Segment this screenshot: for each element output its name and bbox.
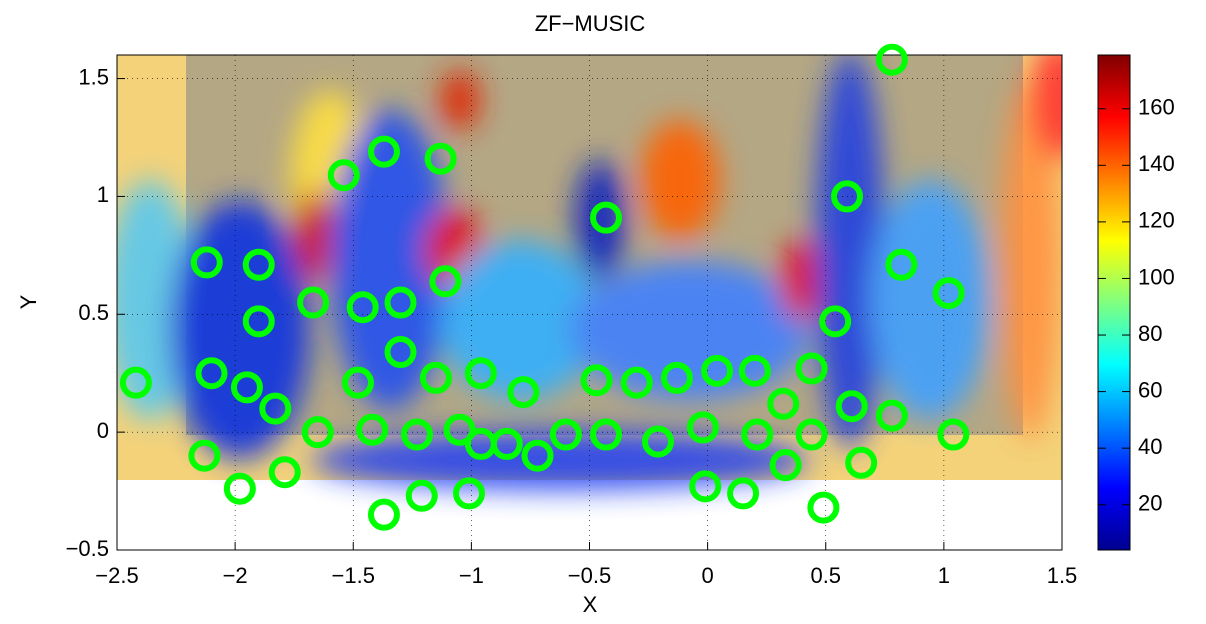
marker	[453, 477, 486, 510]
marker	[223, 472, 256, 505]
marker	[429, 265, 462, 298]
marker	[401, 418, 434, 451]
marker	[242, 248, 275, 281]
marker	[701, 354, 734, 387]
x-tick-label: −2	[223, 563, 248, 588]
marker	[549, 418, 582, 451]
marker	[932, 277, 965, 310]
marker	[819, 305, 852, 338]
marker	[297, 286, 330, 319]
x-tick-label: 0	[702, 563, 714, 588]
marker	[642, 425, 675, 458]
x-tick-label: 1.5	[1047, 563, 1078, 588]
y-tick-label: 1.5	[78, 64, 109, 89]
x-tick-label: −1	[459, 563, 484, 588]
y-axis-label: Y	[16, 294, 41, 309]
marker	[590, 418, 623, 451]
marker	[419, 361, 452, 394]
marker	[367, 135, 400, 168]
colorbar-tick-label: 80	[1138, 321, 1162, 346]
colorbar	[1097, 54, 1131, 551]
y-tick-label: 0.5	[78, 300, 109, 325]
marker	[689, 470, 722, 503]
colorbar-tick-label: 120	[1138, 208, 1175, 233]
marker	[327, 159, 360, 192]
marker	[464, 357, 497, 390]
marker	[188, 439, 221, 472]
marker	[845, 446, 878, 479]
marker	[620, 366, 653, 399]
marker	[580, 364, 613, 397]
marker	[795, 418, 828, 451]
marker	[268, 456, 301, 489]
marker	[259, 392, 292, 425]
colorbar-tick-label: 60	[1138, 377, 1162, 402]
x-tick-label: 0.5	[810, 563, 841, 588]
y-tick-label: 1	[97, 182, 109, 207]
marker	[875, 399, 908, 432]
marker	[795, 352, 828, 385]
marker	[835, 390, 868, 423]
y-tick-label: −0.5	[66, 536, 109, 561]
marker	[590, 201, 623, 234]
marker	[367, 498, 400, 531]
marker	[727, 477, 760, 510]
marker	[384, 286, 417, 319]
marker	[230, 371, 263, 404]
colorbar-tick-label: 160	[1138, 95, 1175, 120]
marker	[521, 439, 554, 472]
marker	[356, 413, 389, 446]
marker	[738, 354, 771, 387]
x-tick-label: −0.5	[568, 563, 611, 588]
marker	[875, 43, 908, 76]
marker	[384, 336, 417, 368]
marker	[507, 376, 540, 409]
marker	[119, 366, 152, 399]
marker	[346, 291, 379, 324]
colorbar-tick-label: 100	[1138, 264, 1175, 289]
marker	[660, 361, 693, 394]
colorbar-tick-label: 20	[1138, 491, 1162, 516]
x-tick-label: −1.5	[332, 563, 375, 588]
marker	[885, 248, 918, 281]
x-tick-label: 1	[938, 563, 950, 588]
marker	[242, 305, 275, 338]
marker	[190, 246, 223, 279]
marker	[769, 449, 802, 482]
marker	[807, 491, 840, 524]
marker	[301, 416, 334, 449]
marker	[195, 357, 228, 390]
marker	[831, 180, 864, 213]
y-tick-label: 0	[97, 418, 109, 443]
chart-title: ZF−MUSIC	[535, 11, 646, 36]
x-axis-label: X	[583, 592, 598, 617]
x-tick-label: −2.5	[95, 563, 138, 588]
marker	[686, 411, 719, 444]
marker	[937, 418, 970, 451]
marker	[424, 142, 457, 175]
marker	[405, 479, 438, 512]
colorbar-tick-label: 40	[1138, 434, 1162, 459]
marker	[490, 427, 523, 460]
marker	[767, 387, 800, 420]
marker	[741, 418, 774, 451]
marker	[443, 413, 476, 446]
colorbar-tick-label: 140	[1138, 151, 1175, 176]
marker	[341, 366, 374, 399]
